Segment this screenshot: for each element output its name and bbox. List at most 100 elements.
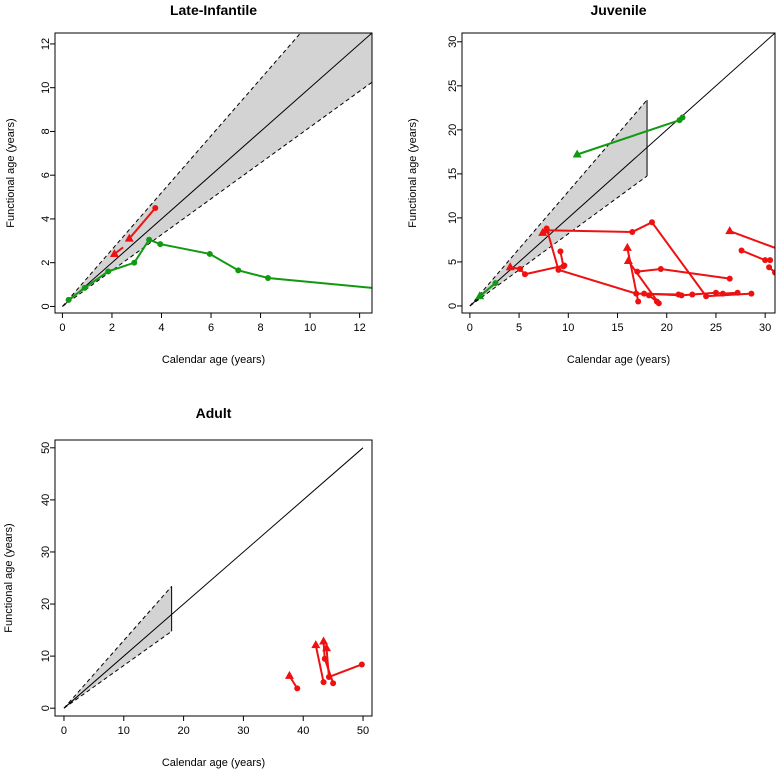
series-red-1 xyxy=(284,670,301,692)
identity-line xyxy=(469,33,775,307)
x-tick-label: 0 xyxy=(59,322,65,334)
series-line xyxy=(729,230,775,249)
series-red-2 xyxy=(311,640,327,686)
series-line xyxy=(741,249,766,262)
chart-title: Adult xyxy=(196,405,232,421)
data-point xyxy=(105,268,112,275)
data-point xyxy=(748,290,755,297)
chart-title: Juvenile xyxy=(590,2,646,18)
series-line xyxy=(128,207,157,240)
data-point xyxy=(634,268,641,275)
y-tick-label: 25 xyxy=(447,80,459,92)
x-tick-label: 12 xyxy=(353,322,365,334)
series-red-11 xyxy=(738,247,769,264)
series-line xyxy=(68,238,372,301)
series-green-1 xyxy=(572,114,686,158)
plot-area xyxy=(62,33,372,307)
band-upper-edge xyxy=(62,33,302,307)
y-tick-label: 10 xyxy=(40,650,52,662)
data-point xyxy=(772,269,775,276)
y-tick-label: 5 xyxy=(447,259,459,265)
data-point xyxy=(767,257,774,264)
series-red-8 xyxy=(641,289,741,299)
plot-area xyxy=(469,33,775,307)
data-point xyxy=(738,247,745,254)
data-point xyxy=(766,264,773,271)
series-red-5 xyxy=(622,242,642,305)
data-point xyxy=(521,271,528,278)
x-tick-label: 40 xyxy=(297,725,309,737)
data-point xyxy=(65,296,72,303)
x-tick-label: 4 xyxy=(158,322,164,334)
series-red-2 xyxy=(109,246,124,257)
plot-frame xyxy=(54,439,373,717)
plot-area xyxy=(63,447,365,709)
data-point xyxy=(635,298,642,305)
series-green-2 xyxy=(475,280,499,300)
x-tick-label: 10 xyxy=(304,322,316,334)
data-point xyxy=(325,673,332,680)
data-point xyxy=(653,298,660,305)
x-tick-label: 2 xyxy=(109,322,115,334)
identity-line xyxy=(62,33,372,307)
y-tick-label: 30 xyxy=(40,546,52,558)
series-red-9 xyxy=(646,292,660,305)
x-tick-label: 6 xyxy=(208,322,214,334)
x-tick-label: 10 xyxy=(562,322,574,334)
data-point xyxy=(320,679,327,686)
data-point xyxy=(555,266,562,273)
data-point-triangle xyxy=(541,225,551,234)
data-point-triangle xyxy=(505,262,515,271)
data-point xyxy=(679,114,686,121)
y-axis-label: Functional age (years) xyxy=(407,118,419,227)
x-tick-label: 0 xyxy=(61,725,67,737)
panel-juvenile: 0 5 10 15 20 25 30 0 5 10 15 20 25 30 Juvenile Calendar… xyxy=(407,2,776,366)
data-point xyxy=(264,275,271,281)
data-point xyxy=(629,228,636,235)
series-line xyxy=(627,260,660,304)
series-red-4 xyxy=(322,643,365,680)
x-tick-label: 30 xyxy=(237,725,249,737)
band-lower-edge xyxy=(469,175,648,307)
y-tick-label: 8 xyxy=(40,128,52,134)
x-axis-label: Calendar age (years) xyxy=(567,354,670,366)
data-point xyxy=(678,292,685,299)
series-line xyxy=(325,648,363,679)
data-point-triangle xyxy=(475,291,485,300)
y-tick-label: 40 xyxy=(40,494,52,506)
data-point xyxy=(358,661,365,668)
data-point xyxy=(492,280,499,287)
y-tick-label: 50 xyxy=(40,442,52,454)
series-red-13 xyxy=(767,257,774,264)
data-point xyxy=(719,290,726,297)
band-lower-edge xyxy=(63,630,172,709)
y-tick-label: 4 xyxy=(40,216,52,222)
data-point xyxy=(131,259,138,266)
y-tick-label: 2 xyxy=(40,260,52,266)
series-red-4 xyxy=(557,248,567,270)
x-tick-label: 20 xyxy=(661,322,673,334)
band-upper-edge xyxy=(63,586,173,709)
data-point xyxy=(560,263,567,270)
data-point-triangle xyxy=(725,226,735,235)
x-tick-label: 25 xyxy=(710,322,722,334)
x-tick-label: 5 xyxy=(516,322,522,334)
series-line xyxy=(545,221,752,298)
data-point xyxy=(157,241,164,248)
x-tick-label: 30 xyxy=(759,322,771,334)
data-point xyxy=(235,267,242,274)
data-point xyxy=(703,293,710,300)
series-line xyxy=(637,267,730,280)
data-point xyxy=(517,265,524,272)
series-red-7 xyxy=(634,265,733,282)
data-point xyxy=(734,289,741,296)
x-tick-label: 20 xyxy=(177,725,189,737)
series-line xyxy=(479,282,497,298)
reference-band xyxy=(62,33,372,307)
x-tick-label: 10 xyxy=(118,725,130,737)
data-point-triangle xyxy=(322,643,332,652)
data-point xyxy=(321,655,328,662)
data-point xyxy=(762,257,769,264)
data-point xyxy=(648,219,655,226)
data-point-triangle xyxy=(124,233,134,242)
